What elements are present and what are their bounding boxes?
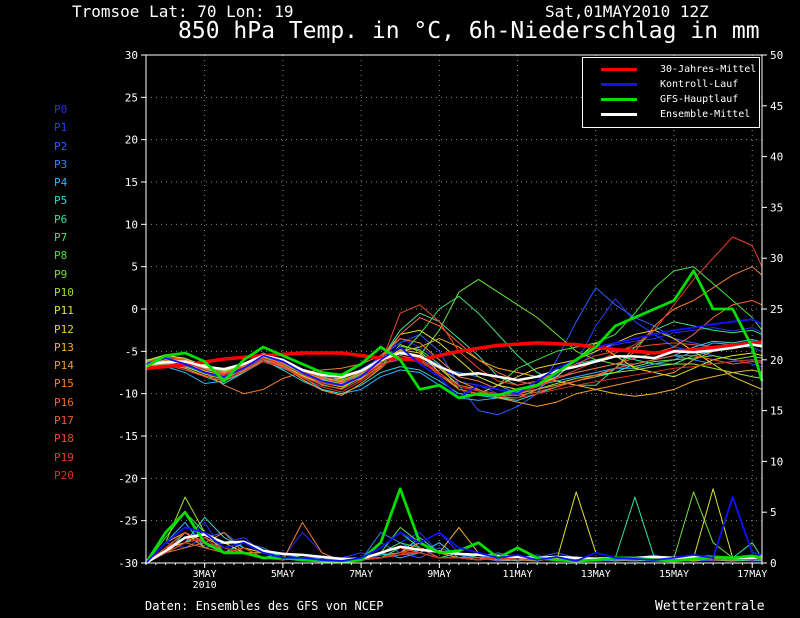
plot-area (146, 55, 762, 563)
left-tick-label: -10 (118, 388, 138, 401)
member-temperature-line-p15 (145, 266, 763, 395)
member-temperature-line-p17 (145, 355, 763, 396)
left-tick-label: 0 (131, 303, 138, 316)
member-label-p13: P13 (54, 340, 74, 354)
member-list: P0 P1 P2 P3 P4 P5 P6 P7 P8 P9 P10 P11 P12 P13 P14 P15 P1… (54, 101, 74, 485)
legend-label: Kontroll-Lauf (660, 79, 739, 90)
legend-label: 30-Jahres-Mittel (660, 64, 757, 75)
chart-title: 850 hPa Temp. in °C, 6h-Niederschlag in … (178, 18, 760, 44)
right-tick-label: 40 (770, 151, 783, 164)
legend-item-mean: Ensemble-Mittel (583, 108, 759, 122)
legend-item-gfs: GFS-Hauptlauf (583, 93, 759, 107)
right-tick-label: 50 (770, 49, 783, 62)
precip-line-kontroll-lauf (145, 496, 763, 564)
left-tick-label: -20 (118, 472, 138, 485)
legend-item-control: Kontroll-Lauf (583, 78, 759, 92)
x-tick-label: 3MAY (193, 569, 217, 580)
right-tick-label: 30 (770, 252, 783, 265)
right-tick-label: 15 (770, 405, 783, 418)
x-tick-label: 11MAY (503, 569, 533, 580)
left-tick-label: -25 (118, 515, 138, 528)
left-tick-label: 10 (125, 218, 138, 231)
left-tick-label: -30 (118, 557, 138, 570)
left-tick-label: 5 (131, 261, 138, 274)
x-tick-label: 9MAY (427, 569, 451, 580)
legend-item-climate: 30-Jahres-Mittel (583, 63, 759, 77)
left-tick-label: 15 (125, 176, 138, 189)
right-tick-label: 0 (770, 557, 777, 570)
left-tick-label: 20 (125, 134, 138, 147)
member-label-p2: P2 (54, 139, 68, 153)
member-label-p15: P15 (54, 377, 74, 391)
legend-label: GFS-Hauptlauf (660, 94, 739, 105)
right-tick-label: 20 (770, 354, 783, 367)
legend-swatch (601, 83, 637, 86)
left-tick-label: 25 (125, 91, 138, 104)
right-tick-label: 10 (770, 455, 783, 468)
member-label-p9: P9 (54, 267, 68, 281)
member-label-p10: P10 (54, 285, 74, 299)
member-label-p5: P5 (54, 194, 68, 208)
run-time-label: Sat,01MAY2010 12Z (545, 2, 709, 21)
right-tick-label: 35 (770, 201, 783, 214)
member-label-p1: P1 (54, 121, 68, 135)
precip-line-gfs-hauptlauf (144, 487, 763, 564)
x-tick-label: 7MAY (349, 569, 373, 580)
member-label-p16: P16 (54, 395, 74, 409)
legend: 30-Jahres-Mittel Kontroll-Lauf GFS-Haupt… (582, 57, 760, 128)
temperature-line-gfs-hauptlauf (145, 269, 764, 400)
member-label-p3: P3 (54, 157, 68, 171)
x-year-label: 2010 (193, 580, 217, 591)
member-label-p12: P12 (54, 322, 74, 336)
legend-swatch (601, 113, 637, 116)
highlighted-lines (144, 269, 764, 565)
right-tick-label: 5 (770, 506, 777, 519)
member-label-p11: P11 (54, 304, 74, 318)
left-tick-label: 30 (125, 49, 138, 62)
x-tick-label: 17MAY (737, 569, 767, 580)
member-label-p6: P6 (54, 212, 68, 226)
member-label-p0: P0 (54, 103, 68, 116)
member-temperature-line-p19 (145, 236, 763, 395)
temperature-line-ensemble-mittel (145, 343, 763, 382)
location-label: Tromsoe Lat: 70 Lon: 19 (72, 2, 294, 21)
member-label-p19: P19 (54, 450, 74, 464)
x-tick-label: 15MAY (659, 569, 689, 580)
member-label-p20: P20 (54, 468, 74, 482)
member-label-p4: P4 (54, 176, 68, 190)
x-tick-label: 5MAY (271, 569, 295, 580)
x-tick-label: 13MAY (581, 569, 611, 580)
brand-label: Wetterzentrale (655, 599, 765, 614)
data-source-label: Daten: Ensembles des GFS von NCEP (145, 599, 384, 613)
right-tick-label: 45 (770, 100, 783, 113)
member-label-p17: P17 (54, 414, 74, 428)
legend-swatch (601, 98, 637, 101)
member-label-p7: P7 (54, 231, 68, 245)
left-tick-label: -15 (118, 430, 138, 443)
legend-swatch (601, 68, 637, 71)
member-label-p18: P18 (54, 432, 74, 446)
member-label-p14: P14 (54, 359, 74, 373)
precip-line-ensemble-mittel (145, 533, 763, 565)
right-tick-label: 25 (770, 303, 783, 316)
left-tick-label: -5 (125, 345, 138, 358)
member-label-p8: P8 (54, 249, 68, 263)
legend-label: Ensemble-Mittel (660, 109, 751, 120)
